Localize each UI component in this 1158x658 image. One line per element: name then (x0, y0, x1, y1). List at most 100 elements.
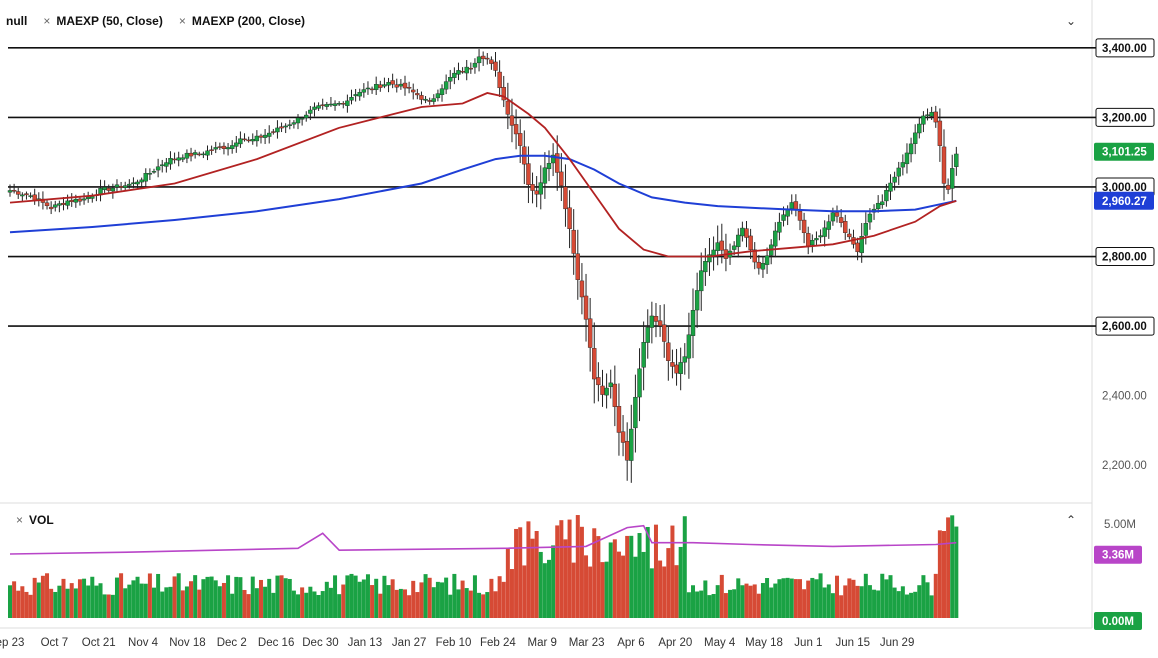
volume-bar-down (341, 584, 346, 618)
candle-down (530, 184, 535, 191)
candle-down (44, 202, 50, 207)
candle-up (707, 254, 712, 263)
volume-bar-down (402, 589, 407, 618)
candle-up (912, 132, 918, 144)
volume-bar-up (781, 578, 786, 618)
x-tick-label: Apr 6 (617, 637, 645, 649)
volume-bar-down (460, 580, 465, 618)
candle-up (810, 240, 815, 246)
volume-bar-down (579, 526, 584, 618)
volume-bar-down (719, 574, 724, 618)
volume-bar-up (267, 578, 272, 618)
candle-up (299, 118, 305, 120)
volume-bar-down (514, 528, 519, 618)
candle-down (509, 115, 515, 126)
volume-bar-down (526, 521, 531, 618)
volume-bar-down (518, 527, 523, 618)
price-level-badge (1095, 38, 1155, 58)
volume-bar-up (477, 592, 482, 618)
volume-average-line (9, 524, 957, 555)
volume-bar-up (205, 576, 210, 618)
volume-bar-down (49, 588, 54, 618)
candle-down (600, 385, 605, 395)
candle-up (863, 223, 869, 236)
ma200-line (9, 154, 957, 234)
volume-bar-down (197, 589, 202, 618)
volume-bar-up (608, 542, 613, 618)
volume-bar-up (263, 586, 268, 618)
volume-bar-up (728, 589, 733, 618)
volume-bar-up (398, 588, 403, 618)
candle-up (690, 309, 696, 336)
volume-bar-up (682, 516, 687, 618)
volume-bar-up (349, 573, 354, 618)
volume-bar-up (176, 573, 181, 618)
volume-bar-up (193, 575, 198, 618)
legend-symbol[interactable]: null (6, 14, 27, 28)
candle-down (258, 135, 264, 138)
candle-up (452, 72, 457, 78)
candle-up (398, 83, 404, 87)
candle-up (373, 84, 379, 90)
volume-bar-down (937, 530, 942, 618)
expand-volume-panel-icon[interactable]: ⌃ (1066, 513, 1077, 527)
volume-bar-up (361, 579, 366, 618)
volume-bar-down (242, 589, 247, 618)
remove-ma50-icon[interactable]: × (43, 14, 51, 28)
volume-bar-down (370, 585, 375, 618)
candle-up (711, 249, 716, 256)
candle-down (752, 249, 757, 263)
volume-current-badge (1094, 612, 1142, 630)
candle-up (699, 270, 704, 292)
candle-down (468, 67, 474, 70)
volume-bar-down (427, 577, 432, 618)
volume-bar-up (452, 573, 457, 618)
volume-bar-up (275, 575, 280, 618)
volume-bar-down (246, 594, 251, 618)
candle-up (608, 382, 613, 387)
volume-bar-up (271, 592, 276, 618)
candle-up (361, 89, 367, 93)
collapse-price-panel-icon[interactable]: ⌄ (1066, 14, 1077, 28)
candle-up (629, 428, 634, 461)
volume-bar-up (904, 594, 909, 618)
candle-down (69, 199, 74, 202)
candle-up (884, 189, 889, 202)
volume-bar-up (250, 576, 255, 618)
candle-up (184, 152, 190, 159)
volume-bar-up (538, 551, 543, 618)
candle-up (151, 171, 157, 173)
candle-up (180, 157, 186, 160)
volume-bar-down (61, 578, 66, 618)
volume-bar-up (777, 579, 782, 618)
volume-bar-up (913, 591, 918, 618)
candle-up (900, 162, 906, 168)
volume-bar-up (703, 580, 708, 618)
volume-bar-up (82, 578, 87, 618)
volume-bar-up (645, 526, 650, 618)
volume-bar-down (941, 531, 946, 618)
remove-ma200-icon[interactable]: × (178, 14, 186, 28)
x-tick-label: Apr 20 (658, 637, 692, 649)
x-tick-label: ep 23 (0, 637, 24, 649)
candle-up (896, 167, 901, 177)
x-tick-label: May 4 (704, 637, 736, 649)
candle-down (933, 111, 938, 123)
volume-bar-up (123, 588, 128, 618)
legend-ma200[interactable]: × MAEXP (200, Close) (179, 14, 305, 28)
candle-down (390, 80, 395, 85)
volume-bar-up (435, 581, 440, 618)
volume-bar-up (57, 585, 62, 618)
candle-down (575, 253, 581, 280)
candle-down (489, 59, 494, 64)
legend-symbol-label: null (6, 14, 28, 28)
volume-bar-up (711, 593, 716, 618)
candle-down (188, 152, 194, 157)
candle-up (476, 56, 482, 64)
candle-up (888, 182, 893, 192)
legend-ma50[interactable]: × MAEXP (50, Close) (43, 14, 163, 28)
remove-volume-icon[interactable]: × (16, 513, 24, 527)
candle-down (217, 146, 223, 148)
volume-bar-down (468, 590, 473, 618)
candle-up (316, 105, 321, 109)
